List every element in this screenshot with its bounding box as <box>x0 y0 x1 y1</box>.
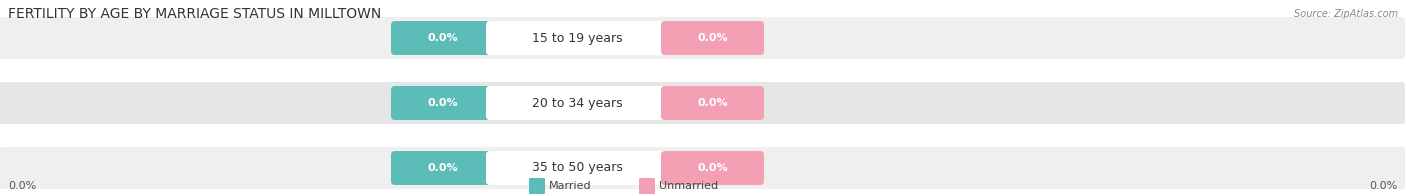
Text: 0.0%: 0.0% <box>697 33 728 43</box>
Text: 20 to 34 years: 20 to 34 years <box>533 96 623 110</box>
Text: Married: Married <box>548 181 592 191</box>
Text: 15 to 19 years: 15 to 19 years <box>533 32 623 44</box>
Text: FERTILITY BY AGE BY MARRIAGE STATUS IN MILLTOWN: FERTILITY BY AGE BY MARRIAGE STATUS IN M… <box>8 7 381 21</box>
FancyBboxPatch shape <box>661 86 763 120</box>
Text: Unmarried: Unmarried <box>659 181 718 191</box>
FancyBboxPatch shape <box>486 86 669 120</box>
FancyBboxPatch shape <box>486 151 669 185</box>
Text: 0.0%: 0.0% <box>8 181 37 191</box>
FancyBboxPatch shape <box>391 21 494 55</box>
FancyBboxPatch shape <box>638 178 655 194</box>
Text: 0.0%: 0.0% <box>427 33 458 43</box>
Text: 0.0%: 0.0% <box>427 98 458 108</box>
FancyBboxPatch shape <box>391 151 494 185</box>
Text: 0.0%: 0.0% <box>427 163 458 173</box>
Text: 35 to 50 years: 35 to 50 years <box>531 162 623 174</box>
FancyBboxPatch shape <box>391 86 494 120</box>
FancyBboxPatch shape <box>0 82 1405 124</box>
FancyBboxPatch shape <box>486 21 669 55</box>
FancyBboxPatch shape <box>661 151 763 185</box>
FancyBboxPatch shape <box>529 178 546 194</box>
Text: 0.0%: 0.0% <box>1369 181 1398 191</box>
FancyBboxPatch shape <box>661 21 763 55</box>
Text: Source: ZipAtlas.com: Source: ZipAtlas.com <box>1294 9 1398 19</box>
Text: 0.0%: 0.0% <box>697 163 728 173</box>
Text: 0.0%: 0.0% <box>697 98 728 108</box>
FancyBboxPatch shape <box>0 17 1405 59</box>
FancyBboxPatch shape <box>0 147 1405 189</box>
